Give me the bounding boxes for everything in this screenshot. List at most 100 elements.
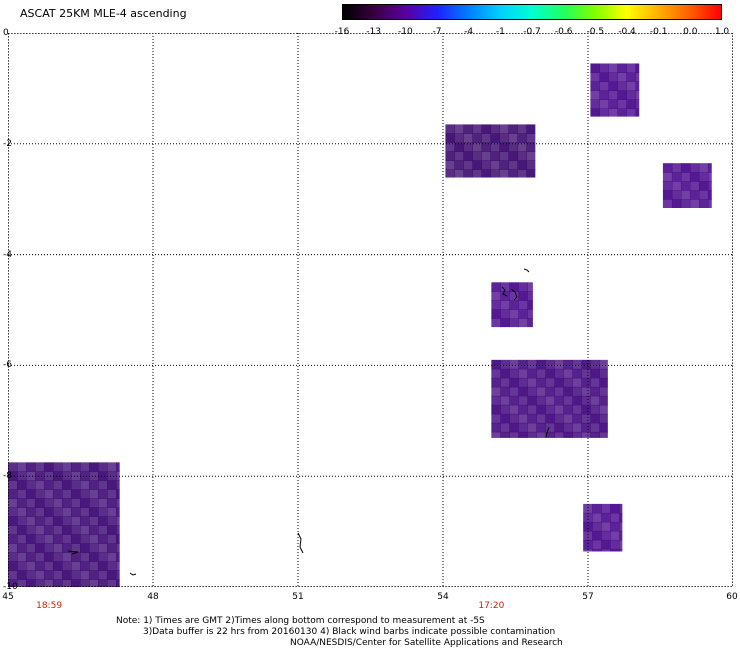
wind-speed-cell: [26, 507, 36, 517]
wind-speed-cell: [44, 552, 54, 562]
wind-speed-cell: [472, 133, 482, 143]
wind-speed-cell: [599, 413, 608, 424]
wind-speed-cell: [518, 422, 528, 433]
wind-speed-cell: [526, 124, 536, 134]
wind-speed-cell: [689, 190, 700, 200]
wind-speed-cell: [671, 172, 682, 182]
wind-speed-cell: [490, 133, 500, 143]
wind-speed-cell: [592, 521, 602, 532]
wind-speed-cell: [491, 377, 501, 388]
wind-speed-cell: [592, 548, 602, 552]
wind-speed-cell: [17, 570, 27, 580]
colorbar-tick-label: -0.6: [554, 27, 573, 37]
wind-speed-cell: [619, 521, 623, 532]
wind-speed-cell: [491, 386, 501, 397]
wind-speed-cell: [116, 507, 120, 517]
wind-speed-cell: [583, 521, 593, 532]
wind-speed-cell: [617, 99, 627, 109]
wind-speed-cell: [590, 63, 600, 73]
wind-speed-cell: [17, 579, 27, 587]
longitude-tick-label: 48: [147, 592, 159, 602]
wind-speed-cell: [472, 142, 482, 152]
wind-speed-cell: [35, 552, 45, 562]
wind-speed-cell: [98, 579, 108, 587]
wind-speed-cell: [563, 404, 573, 415]
wind-speed-cell: [44, 489, 54, 499]
wind-speed-cell: [44, 471, 54, 481]
wind-speed-cell: [626, 72, 636, 82]
wind-speed-cell: [490, 169, 500, 178]
wind-speed-cell: [662, 181, 673, 191]
wind-speed-cell: [662, 190, 673, 200]
wind-speed-cell: [89, 525, 99, 535]
wind-speed-cell: [481, 124, 491, 134]
wind-speed-cell: [680, 190, 691, 200]
wind-speed-cell: [554, 431, 564, 438]
wind-speed-cell: [500, 282, 510, 292]
wind-speed-cell: [8, 471, 18, 481]
wind-speed-cell: [617, 63, 627, 73]
wind-speed-cell: [44, 561, 54, 571]
wind-speed-cell: [98, 480, 108, 490]
wind-speed-cell: [80, 543, 90, 553]
wind-speed-cell: [671, 181, 682, 191]
wind-speed-cell: [500, 395, 510, 406]
wind-speed-cell: [491, 291, 501, 301]
wind-speed-cell: [62, 552, 72, 562]
wind-speed-cell: [62, 534, 72, 544]
colorbar-tick-label: -4: [464, 27, 474, 37]
wind-speed-cell: [499, 160, 509, 170]
wind-speed-cell: [599, 63, 609, 73]
wind-speed-cell: [445, 151, 455, 161]
wind-speed-cell: [500, 431, 510, 438]
wind-speed-cell: [599, 368, 608, 379]
wind-speed-cell: [610, 548, 620, 552]
wind-speed-cell: [500, 291, 510, 301]
wind-speed-cell: [680, 181, 691, 191]
wind-speed-cell: [17, 561, 27, 571]
wind-speed-cell: [554, 413, 564, 424]
wind-speed-cell: [116, 516, 120, 526]
wind-speed-cell: [619, 512, 623, 523]
wind-speed-cell: [509, 422, 519, 433]
wind-speed-cell: [481, 142, 491, 152]
wind-speed-cell: [545, 395, 555, 406]
wind-data-cells: [8, 63, 712, 587]
wind-speed-cell: [62, 561, 72, 571]
wind-speed-cell: [62, 507, 72, 517]
wind-speed-cell: [71, 561, 81, 571]
wind-speed-cell: [590, 108, 600, 117]
wind-speed-cell: [689, 163, 700, 173]
wind-speed-cell: [626, 81, 636, 91]
wind-speed-cell: [545, 377, 555, 388]
wind-speed-cell: [80, 534, 90, 544]
wind-speed-cell: [26, 570, 36, 580]
wind-speed-cell: [44, 579, 54, 587]
wind-speed-cell: [517, 160, 527, 170]
wind-speed-cell: [98, 552, 108, 562]
latitude-tick-label: -8: [3, 471, 12, 482]
wind-speed-cell: [454, 142, 464, 152]
colorbar-tick-label: -16: [334, 27, 350, 37]
wind-speed-cell: [463, 124, 473, 134]
wind-speed-cell: [490, 151, 500, 161]
wind-speed-cell: [527, 291, 533, 301]
wind-speed-cell: [26, 471, 36, 481]
wind-speed-cell: [44, 525, 54, 535]
wind-speed-cell: [509, 282, 519, 292]
wind-speed-cell: [62, 525, 72, 535]
wind-speed-cell: [53, 480, 63, 490]
wind-speed-cell: [44, 462, 54, 472]
wind-speed-cell: [500, 318, 510, 328]
wind-speed-cell: [116, 498, 120, 508]
colorbar-tick-label: -0.5: [586, 27, 605, 37]
wind-speed-cell: [592, 503, 602, 514]
wind-speed-cell: [491, 431, 501, 438]
wind-speed-cell: [26, 525, 36, 535]
colorbar-tick-label: 0.0: [683, 27, 698, 37]
wind-speed-cell: [463, 169, 473, 178]
wind-speed-cell: [707, 172, 712, 182]
wind-speed-cell: [116, 561, 120, 571]
wind-speed-cell: [499, 151, 509, 161]
wind-speed-cell: [508, 151, 518, 161]
